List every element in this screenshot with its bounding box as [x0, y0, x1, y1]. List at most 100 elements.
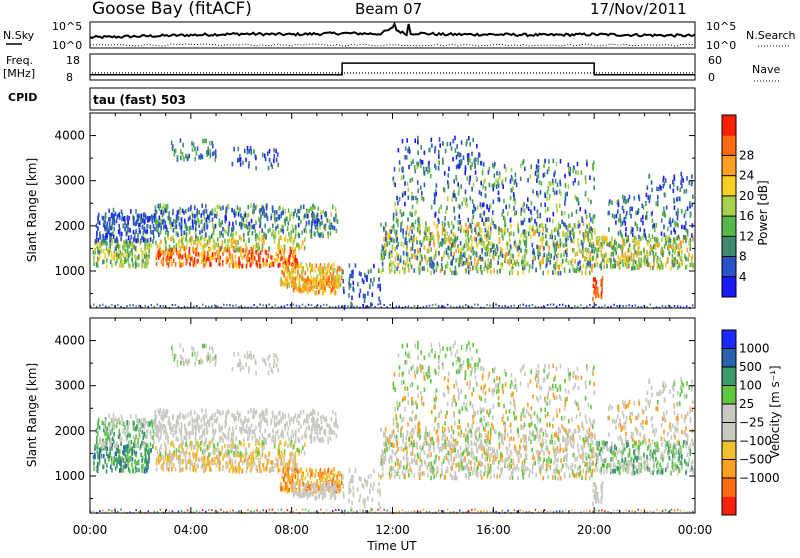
power-cell	[534, 219, 536, 224]
power-cell	[440, 269, 442, 274]
power-cell	[496, 184, 498, 189]
power-cell	[431, 138, 433, 143]
power-cell	[620, 245, 622, 250]
power-cell	[544, 203, 546, 208]
power-cell	[204, 217, 206, 222]
velocity-cell	[280, 441, 282, 446]
power-cell	[589, 304, 591, 306]
power-cell	[412, 246, 414, 251]
power-cell	[489, 235, 491, 240]
power-cell	[495, 252, 497, 257]
power-cell	[525, 262, 527, 267]
power-cell	[552, 179, 554, 184]
power-cell	[412, 159, 414, 164]
velocity-cell	[138, 468, 140, 473]
power-cell	[593, 284, 595, 289]
power-cell	[451, 270, 453, 275]
power-cell	[384, 244, 386, 249]
power-cell	[587, 231, 589, 236]
power-cell	[175, 262, 177, 267]
power-cell	[629, 243, 631, 248]
power-cell	[568, 261, 570, 266]
velocity-cell	[98, 462, 100, 467]
power-cell	[526, 249, 528, 254]
power-cell	[436, 225, 438, 230]
station-title: Goose Bay (fitACF)	[92, 0, 252, 19]
power-cell	[650, 265, 652, 270]
velocity-cell	[277, 448, 279, 453]
power-cell	[498, 191, 500, 196]
power-cell	[307, 277, 309, 282]
power-cell	[474, 251, 476, 256]
power-cell	[188, 207, 190, 212]
power-cell	[403, 212, 405, 217]
velocity-cell	[101, 444, 103, 449]
power-cell	[690, 263, 692, 268]
power-cell	[651, 188, 653, 193]
power-cell	[517, 247, 519, 252]
power-cell	[296, 305, 298, 307]
power-cell	[520, 177, 522, 182]
power-cell	[463, 155, 465, 160]
power-cell	[99, 305, 101, 307]
power-cell	[454, 136, 456, 141]
power-cell	[615, 220, 617, 225]
power-cell	[585, 257, 587, 262]
power-cell	[675, 243, 677, 248]
power-cell	[196, 247, 198, 252]
colorbar-tick-label: 28	[739, 148, 754, 162]
power-cell	[228, 225, 230, 230]
power-cell	[227, 232, 229, 237]
velocity-cell	[296, 418, 298, 423]
power-cell	[198, 210, 200, 215]
power-cell	[633, 245, 635, 250]
power-cell	[688, 253, 690, 258]
power-cell	[487, 205, 489, 210]
power-cell	[678, 245, 680, 250]
power-cell	[356, 305, 358, 307]
power-cell	[204, 223, 206, 228]
power-cell	[378, 297, 380, 302]
velocity-cell	[229, 444, 231, 449]
power-cell	[638, 208, 640, 213]
power-cell	[402, 230, 404, 235]
power-cell	[505, 252, 507, 257]
power-cell	[175, 148, 177, 153]
power-cell	[434, 149, 436, 154]
power-cell	[580, 266, 582, 271]
power-cell	[323, 270, 325, 275]
power-cell	[135, 229, 137, 234]
power-cell	[412, 242, 414, 247]
power-cell	[298, 216, 300, 221]
power-cell	[198, 155, 200, 160]
power-cell	[486, 304, 488, 306]
power-cell	[684, 214, 686, 219]
power-cell	[589, 222, 591, 227]
velocity-cell	[169, 453, 171, 458]
power-cell	[150, 230, 152, 235]
power-cell	[331, 212, 333, 217]
power-cell	[214, 304, 216, 306]
power-cell	[393, 224, 395, 229]
velocity-cell	[281, 450, 283, 455]
power-cell	[511, 168, 513, 173]
velocity-cell	[229, 468, 231, 473]
power-cell	[177, 233, 179, 238]
velocity-cell	[227, 444, 229, 449]
power-cell	[469, 267, 471, 272]
power-cell	[578, 181, 580, 186]
power-cell	[316, 222, 318, 227]
power-cell	[589, 176, 591, 181]
power-cell	[297, 270, 299, 275]
velocity-cell	[190, 462, 192, 467]
power-cell	[546, 196, 548, 201]
power-cell	[289, 261, 291, 266]
power-cell	[410, 226, 412, 231]
power-cell	[244, 224, 246, 229]
power-cell	[316, 264, 318, 269]
power-cell	[495, 304, 497, 306]
power-cell	[248, 164, 250, 169]
power-cell	[691, 174, 693, 179]
power-cell	[488, 241, 490, 246]
power-cell	[332, 205, 334, 210]
